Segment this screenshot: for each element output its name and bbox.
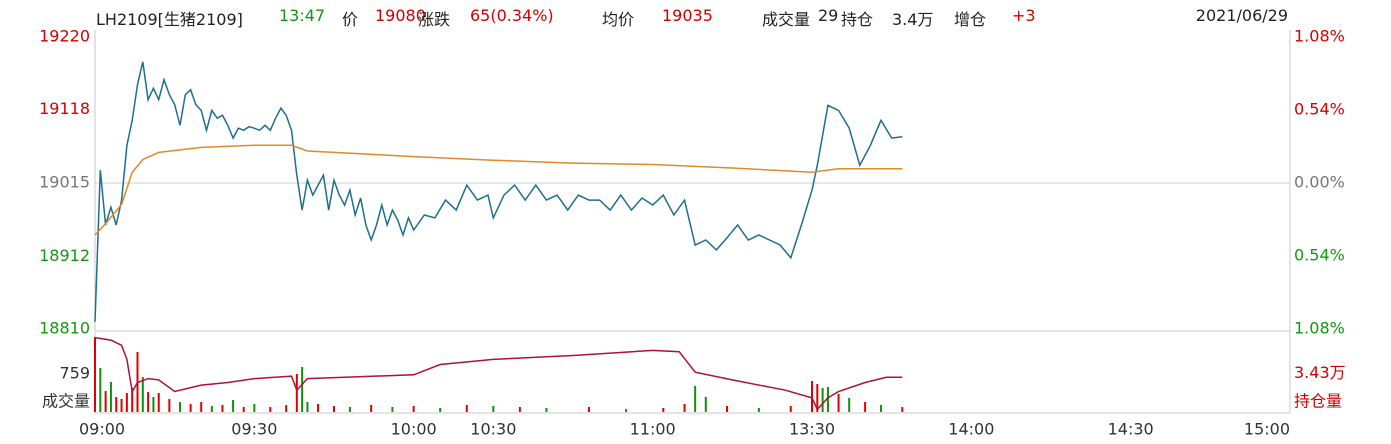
label: 成交量 bbox=[762, 10, 811, 29]
open-interest-line bbox=[94, 336, 903, 411]
price-line bbox=[94, 144, 903, 236]
y-tick-label: 18912 bbox=[39, 246, 90, 265]
x-tick-label: 14:30 bbox=[1108, 420, 1154, 439]
volume-bar bbox=[880, 405, 883, 412]
volume-bar bbox=[391, 407, 394, 412]
x-tick-label: 10:30 bbox=[470, 420, 516, 439]
label: 涨跌 bbox=[418, 10, 451, 29]
x-tick-label: 14:00 bbox=[948, 420, 994, 439]
date: 2021/06/29 bbox=[1195, 6, 1288, 25]
x-tick-label: 11:00 bbox=[630, 420, 676, 439]
volume-bar bbox=[821, 388, 824, 412]
volume-bar bbox=[826, 387, 829, 412]
volume-bar bbox=[269, 407, 272, 412]
volume-bar bbox=[125, 393, 128, 412]
volume-bar bbox=[152, 397, 155, 412]
volume-bar bbox=[412, 406, 415, 412]
volume-bar bbox=[189, 404, 192, 412]
price-line bbox=[94, 61, 903, 322]
volume-bar bbox=[683, 404, 686, 412]
price: 19080 bbox=[375, 6, 426, 25]
volume-bar bbox=[131, 388, 134, 412]
y2-axis-label: 持仓量 bbox=[1294, 392, 1342, 411]
volume-bar bbox=[333, 406, 335, 412]
volume-bar bbox=[518, 407, 521, 412]
label: 持仓 bbox=[841, 10, 874, 29]
open-interest: 3.4万 bbox=[892, 10, 934, 29]
volume-bar bbox=[120, 399, 123, 412]
x-tick-label: 13:30 bbox=[789, 420, 835, 439]
volume-bar bbox=[253, 404, 256, 412]
volume-bar bbox=[694, 386, 697, 412]
y2-tick-label: 0.54% bbox=[1294, 246, 1345, 265]
volume: 29 bbox=[818, 6, 839, 25]
volume-bar bbox=[200, 402, 203, 412]
y-axis-label: 成交量 bbox=[42, 392, 90, 411]
volume-bar bbox=[757, 408, 760, 412]
y2-tick-label: 0.00% bbox=[1294, 173, 1345, 192]
label: 增仓 bbox=[954, 10, 987, 29]
x-tick-label: 09:30 bbox=[231, 420, 277, 439]
volume-bar bbox=[317, 404, 320, 412]
y2-tick-label: 0.54% bbox=[1294, 100, 1345, 119]
volume-bar bbox=[789, 406, 792, 412]
time: 13:47 bbox=[279, 6, 326, 25]
volume-bar bbox=[115, 397, 118, 412]
volume-bar bbox=[465, 405, 468, 412]
y-tick-label: 18810 bbox=[39, 319, 90, 338]
avg-price: 19035 bbox=[662, 6, 713, 25]
y2-tick-label: 1.08% bbox=[1294, 319, 1345, 338]
volume-bar bbox=[837, 394, 840, 412]
volume-bar bbox=[301, 367, 304, 412]
volume-bar bbox=[306, 402, 309, 412]
volume-bar bbox=[704, 397, 707, 412]
volume-bar bbox=[221, 405, 224, 412]
volume-bar bbox=[242, 407, 245, 412]
volume-bar bbox=[492, 406, 495, 412]
label: 均价 bbox=[602, 10, 635, 29]
y-tick-label: 19220 bbox=[39, 27, 90, 46]
label: 价 bbox=[342, 10, 359, 29]
x-tick-label: 15:00 bbox=[1244, 420, 1290, 439]
volume-bar bbox=[348, 407, 351, 412]
volume-bar bbox=[94, 337, 96, 412]
volume-bar bbox=[811, 381, 813, 412]
volume-bar bbox=[285, 405, 288, 412]
volume-bar bbox=[109, 382, 112, 412]
volume-bar bbox=[178, 402, 181, 412]
volume-bar bbox=[210, 406, 213, 412]
volume-bar bbox=[439, 408, 442, 412]
volume-bar bbox=[901, 407, 904, 412]
volume-bar bbox=[147, 392, 150, 412]
change: 65(0.34%) bbox=[470, 6, 554, 25]
volume-bar bbox=[168, 399, 171, 412]
volume-bar bbox=[295, 374, 298, 412]
volume-bar bbox=[816, 384, 819, 412]
volume-bar bbox=[662, 408, 665, 412]
symbol: LH2109[生猪2109] bbox=[96, 10, 243, 29]
volume-bar bbox=[864, 402, 867, 412]
y2-tick-label: 1.08% bbox=[1294, 27, 1345, 46]
y-tick-label: 759 bbox=[59, 364, 90, 383]
volume-bar bbox=[545, 408, 548, 412]
y-tick-label: 19015 bbox=[39, 173, 90, 192]
volume-bar bbox=[104, 391, 107, 412]
volume-bar bbox=[370, 405, 373, 412]
volume-bar bbox=[157, 393, 160, 412]
x-tick-label: 10:00 bbox=[391, 420, 437, 439]
volume-bar bbox=[141, 377, 144, 412]
volume-bar bbox=[848, 398, 851, 412]
oi-change: +3 bbox=[1012, 6, 1036, 25]
volume-bar bbox=[625, 409, 628, 412]
volume-bar bbox=[232, 400, 235, 412]
volume-bar bbox=[726, 406, 729, 412]
volume-bar bbox=[587, 407, 590, 412]
x-tick-label: 09:00 bbox=[79, 420, 125, 439]
volume-bar bbox=[99, 368, 102, 412]
y-tick-label: 19118 bbox=[39, 99, 90, 118]
y2-tick-label: 3.43万 bbox=[1294, 363, 1346, 382]
